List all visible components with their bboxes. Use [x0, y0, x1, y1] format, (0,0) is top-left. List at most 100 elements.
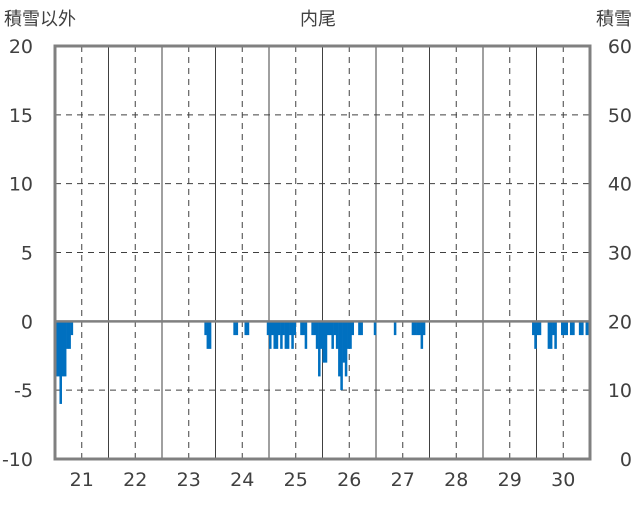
data-bar	[338, 321, 341, 377]
x-tick-label: 28	[444, 469, 468, 491]
frame-layer	[53, 44, 592, 461]
data-bar	[358, 321, 361, 336]
data-bar	[413, 321, 417, 336]
data-bar	[233, 321, 236, 336]
grid-layer	[55, 46, 590, 459]
data-bar	[561, 321, 564, 336]
x-tick-label: 26	[337, 469, 361, 491]
data-bar	[57, 321, 60, 377]
y-tick-label-right: 30	[608, 243, 632, 265]
y-tick-label-right: 60	[608, 36, 632, 58]
data-bar	[565, 321, 569, 336]
x-tick-label: 23	[177, 469, 201, 491]
data-bar	[333, 321, 337, 336]
y-tick-label-right: 10	[608, 380, 632, 402]
data-bar	[59, 321, 62, 404]
data-bar	[411, 321, 415, 336]
y-tick-label-right: 20	[608, 311, 632, 333]
data-bar	[289, 321, 292, 336]
data-bar	[277, 321, 281, 336]
data-bar	[536, 321, 540, 336]
data-bar	[418, 321, 421, 336]
data-bar	[532, 321, 535, 336]
data-bar	[569, 321, 573, 336]
data-bar	[315, 321, 319, 349]
plot-frame	[53, 44, 592, 461]
y-tick-label-left: 5	[21, 243, 33, 265]
data-bar	[311, 321, 314, 336]
data-bar	[342, 321, 346, 363]
data-bar	[322, 321, 326, 363]
data-bar	[291, 321, 294, 349]
data-bar	[373, 321, 377, 336]
data-bar	[63, 321, 67, 377]
data-bar	[235, 321, 239, 336]
data-bar	[68, 321, 71, 349]
y-tick-label-left: 10	[9, 174, 33, 196]
data-bar	[302, 321, 305, 336]
data-bar	[280, 321, 283, 349]
data-bar	[266, 321, 270, 336]
data-bar	[554, 321, 557, 349]
data-bar	[549, 321, 553, 349]
data-bar	[393, 321, 397, 336]
data-bar	[538, 321, 542, 336]
data-bar	[61, 321, 65, 377]
data-bar	[349, 321, 352, 349]
data-bar	[70, 321, 74, 336]
data-bar	[273, 321, 276, 349]
data-bar	[420, 321, 424, 349]
data-bar	[351, 321, 355, 336]
data-bar	[318, 321, 321, 377]
data-bar	[585, 321, 589, 336]
data-bar	[208, 321, 212, 349]
y-tick-label-right: 0	[620, 449, 632, 471]
data-bar	[335, 321, 339, 349]
data-bar	[275, 321, 279, 349]
data-bar	[320, 321, 323, 349]
y-tick-label-right: 50	[608, 105, 632, 127]
data-bar	[329, 321, 332, 336]
y-tick-label-right: 40	[608, 174, 632, 196]
data-bar	[66, 321, 69, 349]
data-bar	[206, 321, 210, 349]
data-bar	[534, 321, 537, 349]
label-layer: 内尾 積雪以外 積雪 20 60 15 50 10 40 5 30 0 20 -5 10 -10 0 21 2…	[2, 9, 632, 491]
data-bar	[271, 321, 274, 336]
data-bar	[340, 321, 343, 391]
data-bar	[347, 321, 350, 349]
left-axis-label: 積雪以外	[4, 9, 76, 30]
data-bar	[313, 321, 317, 336]
data-bar	[204, 321, 207, 336]
data-bar	[293, 321, 297, 336]
x-tick-label: 30	[551, 469, 575, 491]
x-tick-label: 29	[498, 469, 522, 491]
y-tick-label-left: 15	[9, 105, 33, 127]
bar-layer	[55, 321, 591, 404]
y-tick-label-left: -10	[2, 449, 33, 471]
data-bar	[552, 321, 555, 336]
data-bar	[572, 321, 575, 336]
data-bar	[300, 321, 303, 336]
data-bar	[304, 321, 308, 349]
data-bar	[416, 321, 419, 336]
data-bar	[269, 321, 272, 349]
data-bar	[422, 321, 426, 336]
x-tick-label: 27	[391, 469, 415, 491]
data-bar	[284, 321, 288, 349]
data-bar	[286, 321, 290, 349]
x-tick-label: 24	[230, 469, 254, 491]
chart-title: 内尾	[300, 9, 336, 30]
y-tick-label-left: 20	[9, 36, 33, 58]
data-bar	[244, 321, 248, 336]
x-tick-label: 22	[123, 469, 147, 491]
data-bar	[326, 321, 330, 336]
data-bar	[547, 321, 551, 349]
data-bar	[360, 321, 363, 336]
x-tick-label: 21	[70, 469, 94, 491]
y-tick-label-left: -5	[14, 380, 33, 402]
data-bar	[578, 321, 582, 336]
data-bar	[581, 321, 584, 336]
data-bar	[563, 321, 566, 336]
